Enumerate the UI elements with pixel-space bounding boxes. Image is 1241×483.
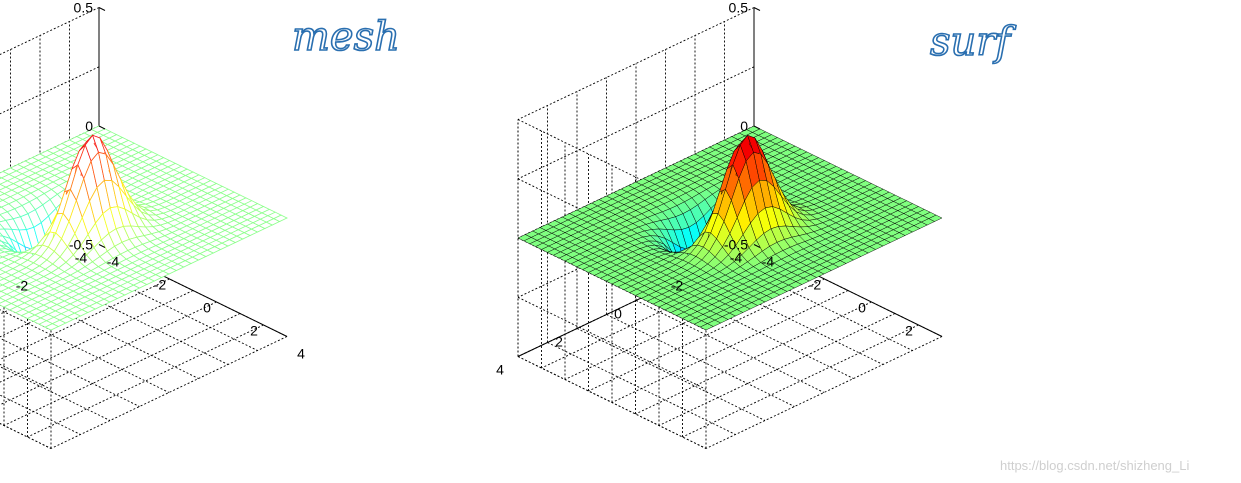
floor-grid-line [0,309,170,393]
y-tick-label: 2 [555,334,563,350]
y-tick-label: -4 [75,250,88,266]
z-tick-label: 0.5 [729,0,749,16]
z-tick-mark [753,244,761,248]
floor-grid-line [547,342,736,435]
floor-grid-line [588,278,825,392]
floor-grid-line [3,313,241,426]
wall-grid-line [517,184,755,298]
floor-grid-line [606,314,795,407]
z-tick-mark [753,7,761,11]
z-tick-label: 0 [85,118,93,134]
floor-grid-line [635,301,872,415]
z-tick-label: 0.5 [74,0,94,16]
wall-grid-line [517,356,707,449]
x-tick-label: -2 [809,277,822,293]
floor-grid-line [564,267,802,380]
wall-grid-line [0,7,100,55]
x-tick-label: 4 [297,346,305,362]
floor-grid-line [635,300,825,393]
wall-grid-line [517,119,707,212]
z-tick-label: -0.5 [69,237,93,253]
wall-grid-line [517,66,755,180]
x-tick-label: -4 [107,254,120,270]
floor-grid-line [705,336,943,449]
floor-grid-line [50,336,288,449]
floor-grid-line [576,328,766,421]
x-tick-label: 2 [250,323,258,339]
y-tick-label: -2 [671,278,684,294]
floor-grid-line [611,290,849,403]
floor-grid-line [0,394,81,435]
floor-grid-line [541,255,778,369]
z-tick-mark [98,244,106,248]
floor-grid-line [658,313,896,426]
surf-plot: -0.5 0 0.5 -4 -2 0 2 4 -4 -2 0 2 [496,0,943,449]
wall-grid-line [517,296,707,390]
surface-patch [928,214,943,222]
floor-grid-line [27,324,264,438]
x-tick-label: 2 [905,323,913,339]
floor-grid-line [0,366,111,421]
y-tick-label: 4 [496,362,504,378]
y-tick-label: -4 [730,250,743,266]
floor-grid-line [682,324,919,438]
mesh-cell [272,214,288,222]
watermark: https://blog.csdn.net/shizheng_Li [1000,458,1189,473]
floor-grid-line [0,301,217,406]
z-tick-label: 0 [740,118,748,134]
x-tick-label: -4 [762,254,775,270]
x-tick-label: 0 [858,300,866,316]
mesh-title: mesh [292,14,400,60]
z-tick-mark [753,125,761,130]
y-tick-label: 0 [614,306,622,322]
surf-title: surf [930,19,1016,65]
x-tick-label: 0 [203,300,211,316]
z-tick-mark [98,125,106,130]
wall-grid-line [517,7,755,120]
z-tick-label: -0.5 [724,237,748,253]
floor-grid-line [0,337,140,407]
y-tick-label: -2 [16,278,29,294]
z-tick-mark [98,7,106,11]
x-tick-label: -2 [154,277,167,293]
